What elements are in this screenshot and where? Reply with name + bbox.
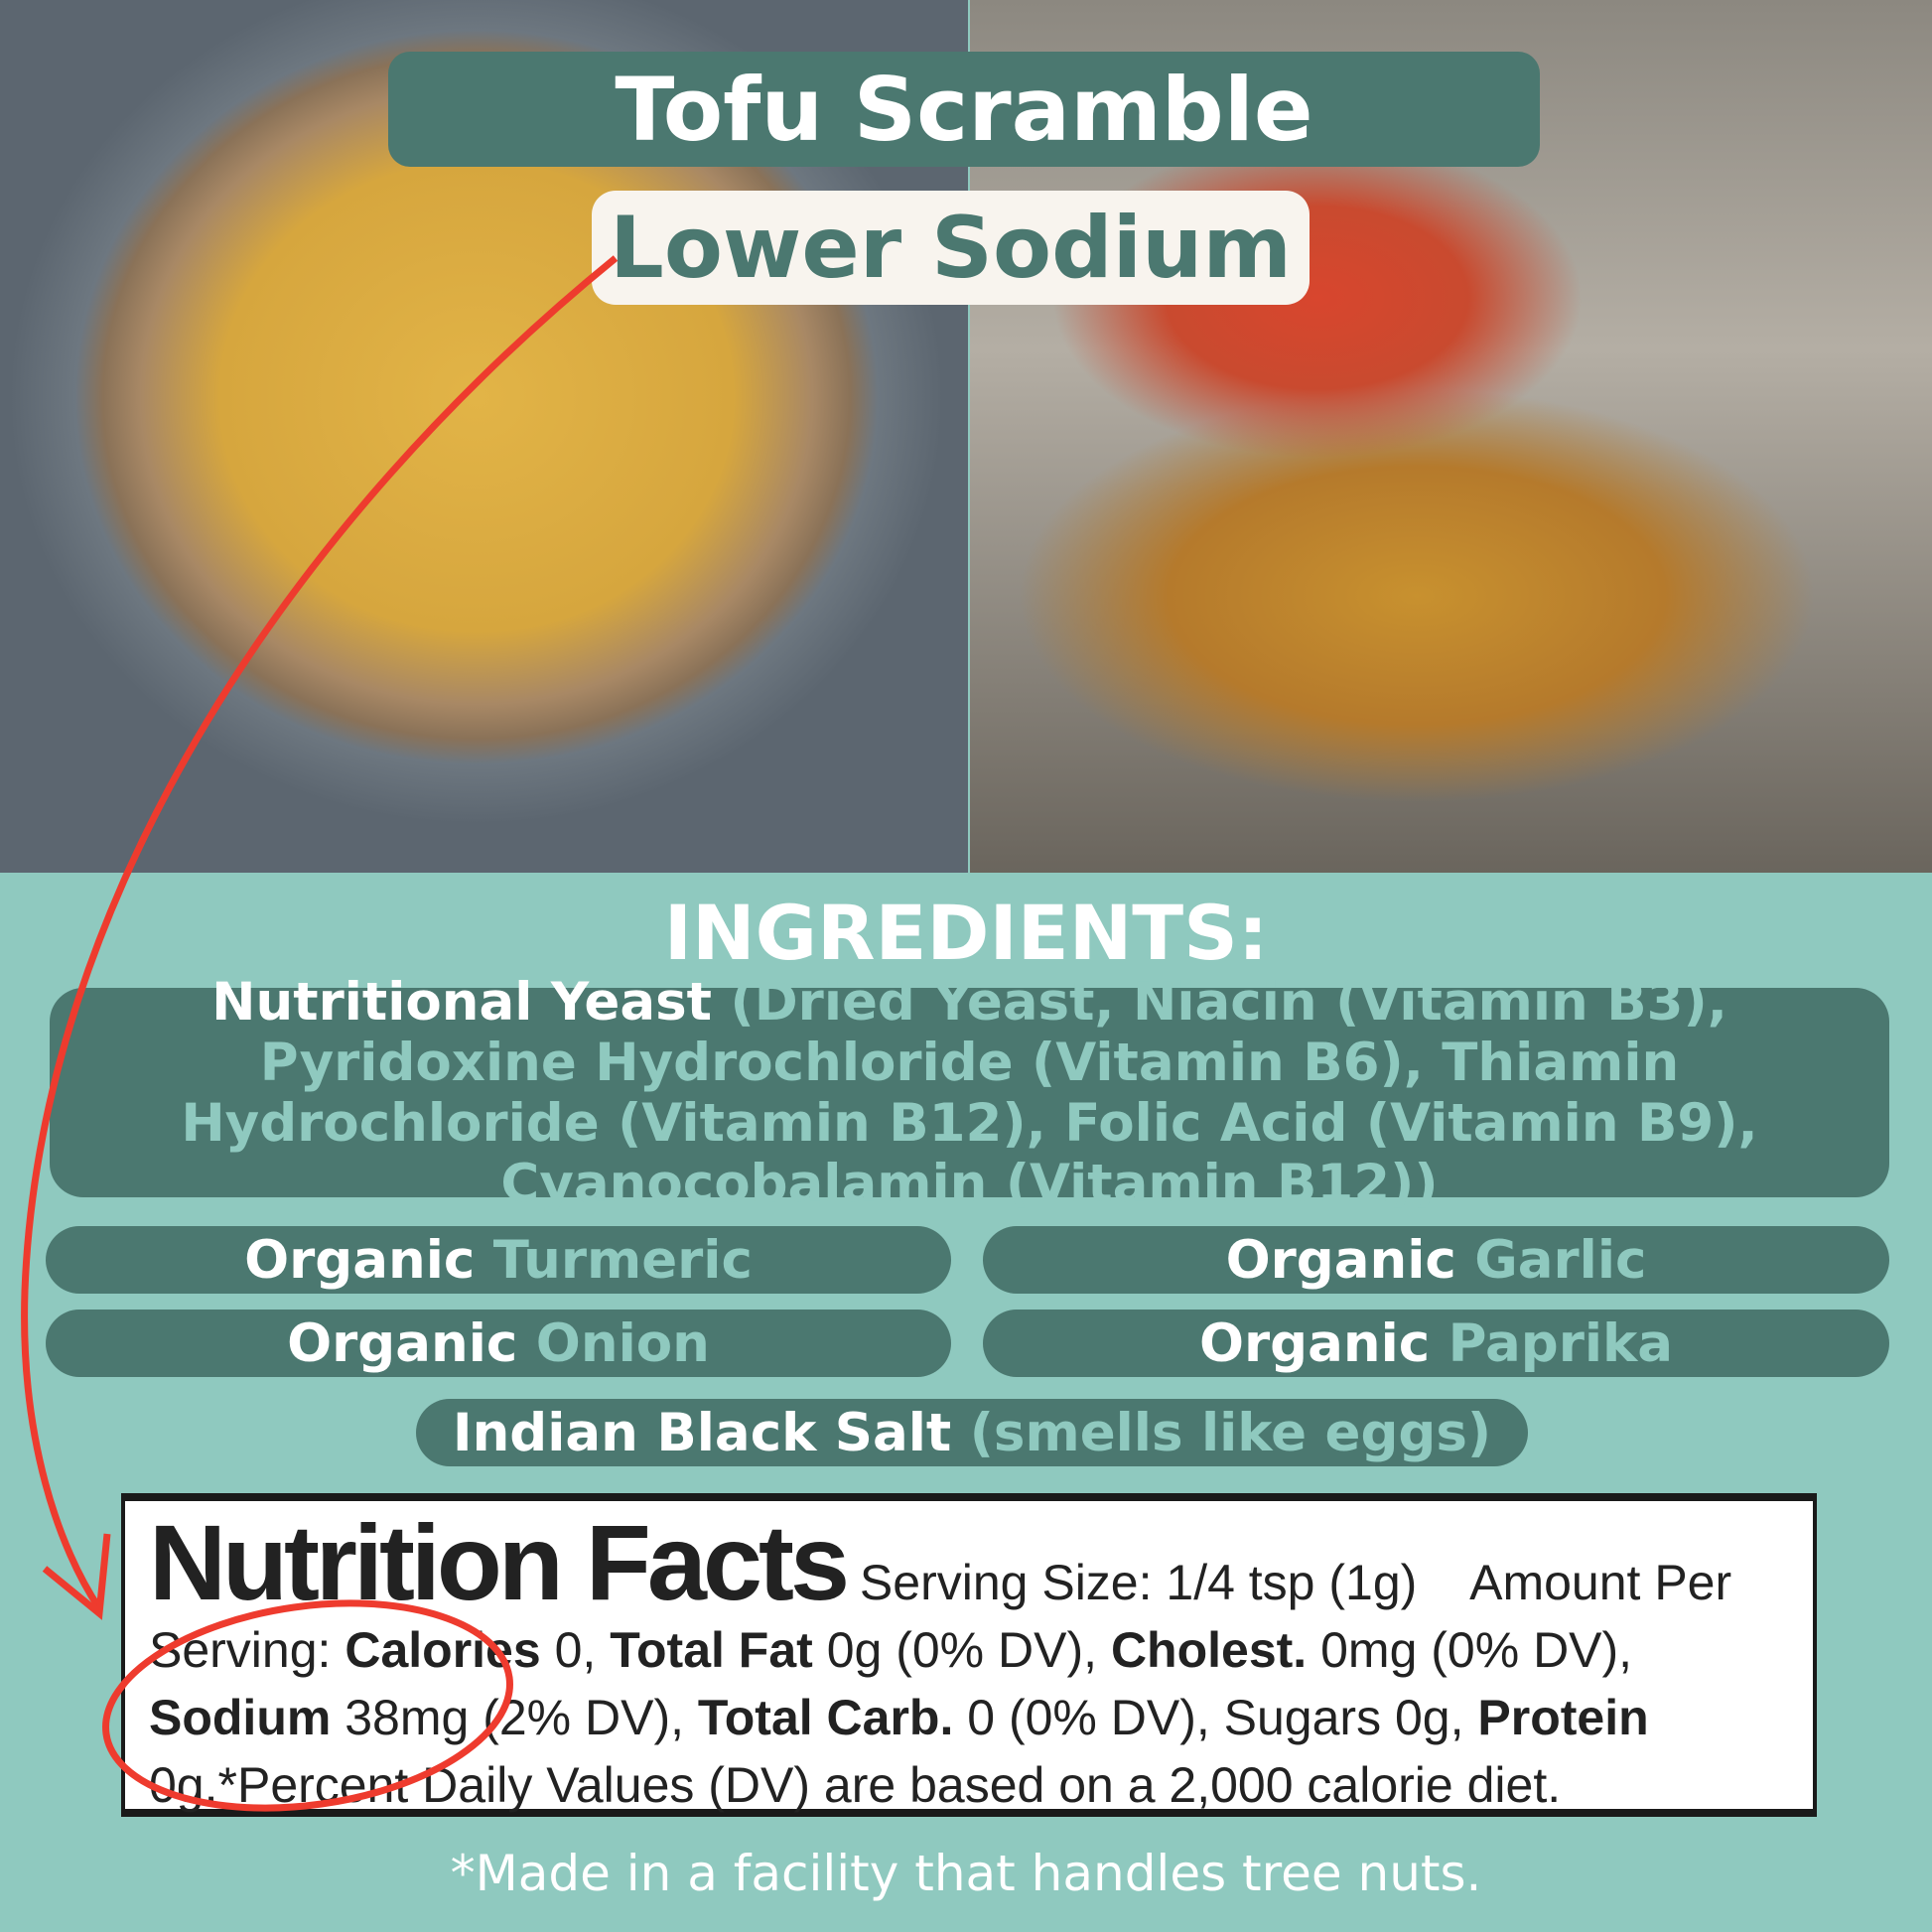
serving-size: Serving Size: 1/4 tsp (1g) xyxy=(859,1555,1418,1610)
ingredient-name: Nutritional Yeast xyxy=(211,971,713,1033)
ingredients-heading: INGREDIENTS: xyxy=(663,889,1269,977)
arrow-head-icon xyxy=(42,1533,111,1620)
ingredient-turmeric: Organic Turmeric xyxy=(46,1226,951,1294)
sodium-highlight-circle xyxy=(102,1599,513,1812)
ingredient-detail: (Dried Yeast, Niacin (Vitamin B3), Pyrid… xyxy=(181,971,1758,1214)
nutrition-facts-label: Nutrition Facts Serving Size: 1/4 tsp (1… xyxy=(121,1493,1817,1817)
ingredient-onion: Organic Onion xyxy=(46,1310,951,1377)
ingredient-nutritional-yeast: Nutritional Yeast (Dried Yeast, Niacin (… xyxy=(50,972,1889,1214)
sodium-value: 38mg (2% DV), xyxy=(345,1690,685,1745)
red-arrow xyxy=(21,255,619,1610)
ingredient-garlic: Organic Garlic xyxy=(983,1226,1889,1294)
sodium-label: Sodium xyxy=(149,1690,332,1745)
ingredient-paprika: Organic Paprika xyxy=(983,1310,1889,1377)
lower-sodium-badge: Lower Sodium xyxy=(592,191,1310,305)
allergen-notice: *Made in a facility that handles tree nu… xyxy=(450,1845,1482,1902)
nutrition-title: Nutrition Facts xyxy=(149,1502,850,1622)
ingredient-black-salt: Indian Black Salt (smells like eggs) xyxy=(416,1399,1528,1466)
product-title: Tofu Scramble xyxy=(388,52,1540,167)
